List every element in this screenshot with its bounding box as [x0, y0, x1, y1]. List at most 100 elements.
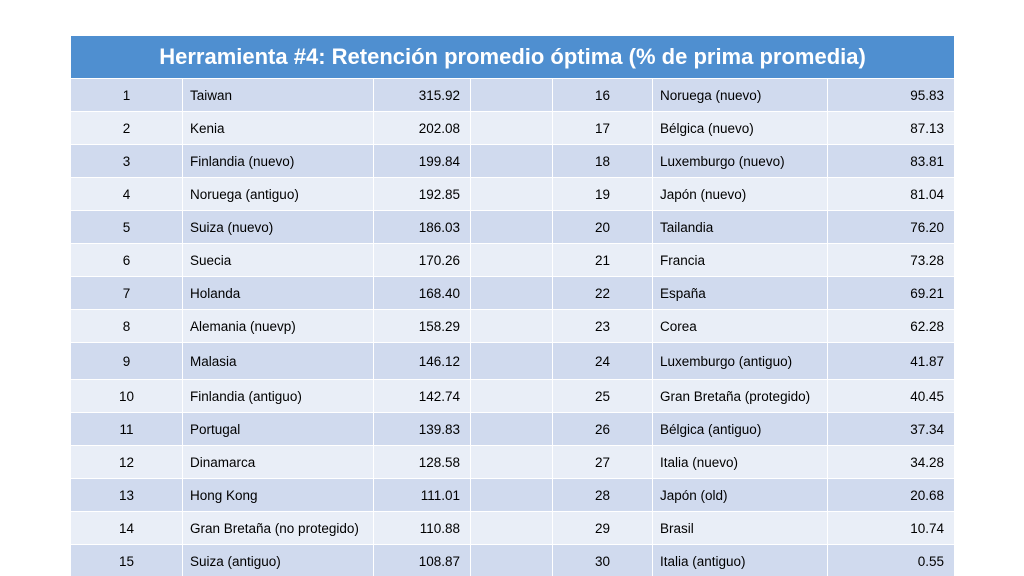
table-body: 1 Taiwan 315.92 16 Noruega (nuevo) 95.83 2 Keni… [70, 78, 954, 576]
rank-left-cell: 11 [70, 412, 183, 446]
country-right-cell: Luxemburgo (antiguo) [652, 342, 828, 380]
rank-left-cell: 12 [70, 445, 183, 479]
country-left-cell: Suecia [182, 243, 374, 277]
value-left-cell: 315.92 [373, 78, 471, 112]
country-left-cell: Suiza (antiguo) [182, 544, 374, 576]
rank-left-cell: 4 [70, 177, 183, 211]
rank-left-cell: 10 [70, 379, 183, 413]
value-right-cell: 81.04 [826, 177, 954, 211]
table-row: 3 Finlandia (nuevo) 199.84 18 Luxemburgo (nu… [70, 144, 954, 178]
rank-right-cell: 27 [552, 445, 653, 479]
table-row: 4 Noruega (antiguo) 192.85 19 Japón (nuevo) 8… [70, 177, 954, 211]
country-right-cell: Japón (nuevo) [652, 177, 828, 211]
spacer-cell [470, 478, 553, 512]
value-right-cell: 73.28 [826, 243, 954, 277]
spacer-cell [470, 144, 553, 178]
rank-left-cell: 15 [70, 544, 183, 576]
rank-left-cell: 8 [70, 309, 183, 343]
rank-left-cell: 3 [70, 144, 183, 178]
rank-right-cell: 26 [552, 412, 653, 446]
spacer-cell [470, 243, 553, 277]
country-right-cell: Brasil [652, 511, 828, 545]
table-row: 7 Holanda 168.40 22 España 69.21 [70, 276, 954, 310]
rank-right-cell: 18 [552, 144, 653, 178]
spacer-cell [470, 511, 553, 545]
table-row: 8 Alemania (nuevp) 158.29 23 Corea 62.28 [70, 309, 954, 343]
rank-right-cell: 16 [552, 78, 653, 112]
country-left-cell: Noruega (antiguo) [182, 177, 374, 211]
rank-left-cell: 14 [70, 511, 183, 545]
rank-right-cell: 21 [552, 243, 653, 277]
country-right-cell: Tailandia [652, 210, 828, 244]
value-right-cell: 10.74 [826, 511, 954, 545]
country-left-cell: Gran Bretaña (no protegido) [182, 511, 374, 545]
table-row: 14 Gran Bretaña (no protegido) 110.88 29 Bra… [70, 511, 954, 545]
rank-right-cell: 25 [552, 379, 653, 413]
value-left-cell: 108.87 [373, 544, 471, 576]
value-right-cell: 95.83 [826, 78, 954, 112]
value-right-cell: 40.45 [826, 379, 954, 413]
rank-left-cell: 7 [70, 276, 183, 310]
rank-right-cell: 17 [552, 111, 653, 145]
rank-right-cell: 19 [552, 177, 653, 211]
table-row: 12 Dinamarca 128.58 27 Italia (nuevo) 34.28 [70, 445, 954, 479]
table-row: 10 Finlandia (antiguo) 142.74 25 Gran Bretañ… [70, 379, 954, 413]
table-row: 11 Portugal 139.83 26 Bélgica (antiguo) 37.34 [70, 412, 954, 446]
spacer-cell [470, 445, 553, 479]
spacer-cell [470, 309, 553, 343]
spacer-cell [470, 177, 553, 211]
spacer-cell [470, 78, 553, 112]
rank-left-cell: 13 [70, 478, 183, 512]
rank-right-cell: 22 [552, 276, 653, 310]
country-right-cell: Bélgica (antiguo) [652, 412, 828, 446]
country-right-cell: Japón (old) [652, 478, 828, 512]
country-left-cell: Alemania (nuevp) [182, 309, 374, 343]
value-right-cell: 62.28 [826, 309, 954, 343]
value-left-cell: 199.84 [373, 144, 471, 178]
country-left-cell: Hong Kong [182, 478, 374, 512]
table-row: 6 Suecia 170.26 21 Francia 73.28 [70, 243, 954, 277]
table-row: 15 Suiza (antiguo) 108.87 30 Italia (antiguo… [70, 544, 954, 576]
table-row: 1 Taiwan 315.92 16 Noruega (nuevo) 95.83 [70, 78, 954, 112]
country-right-cell: España [652, 276, 828, 310]
country-right-cell: Luxemburgo (nuevo) [652, 144, 828, 178]
rank-right-cell: 28 [552, 478, 653, 512]
country-right-cell: Francia [652, 243, 828, 277]
value-right-cell: 41.87 [826, 342, 954, 380]
rank-right-cell: 20 [552, 210, 653, 244]
country-left-cell: Dinamarca [182, 445, 374, 479]
value-right-cell: 83.81 [826, 144, 954, 178]
value-left-cell: 170.26 [373, 243, 471, 277]
spacer-cell [470, 342, 553, 380]
value-right-cell: 76.20 [826, 210, 954, 244]
spacer-cell [470, 544, 553, 576]
country-left-cell: Taiwan [182, 78, 374, 112]
rank-left-cell: 6 [70, 243, 183, 277]
country-right-cell: Noruega (nuevo) [652, 78, 828, 112]
country-left-cell: Kenia [182, 111, 374, 145]
country-right-cell: Gran Bretaña (protegido) [652, 379, 828, 413]
retention-table: Herramienta #4: Retención promedio óptim… [70, 35, 954, 576]
country-right-cell: Bélgica (nuevo) [652, 111, 828, 145]
rank-left-cell: 5 [70, 210, 183, 244]
table-header-row: Herramienta #4: Retención promedio óptim… [70, 35, 954, 79]
value-left-cell: 110.88 [373, 511, 471, 545]
retention-table-container: Herramienta #4: Retención promedio óptim… [70, 35, 954, 576]
spacer-cell [470, 412, 553, 446]
value-left-cell: 111.01 [373, 478, 471, 512]
spacer-cell [470, 111, 553, 145]
value-right-cell: 87.13 [826, 111, 954, 145]
rank-left-cell: 1 [70, 78, 183, 112]
value-left-cell: 142.74 [373, 379, 471, 413]
value-left-cell: 146.12 [373, 342, 471, 380]
spacer-cell [470, 276, 553, 310]
rank-right-cell: 29 [552, 511, 653, 545]
spacer-cell [470, 379, 553, 413]
value-right-cell: 0.55 [826, 544, 954, 576]
value-left-cell: 158.29 [373, 309, 471, 343]
value-left-cell: 202.08 [373, 111, 471, 145]
rank-right-cell: 30 [552, 544, 653, 576]
country-left-cell: Malasia [182, 342, 374, 380]
table-title: Herramienta #4: Retención promedio óptim… [70, 35, 954, 79]
